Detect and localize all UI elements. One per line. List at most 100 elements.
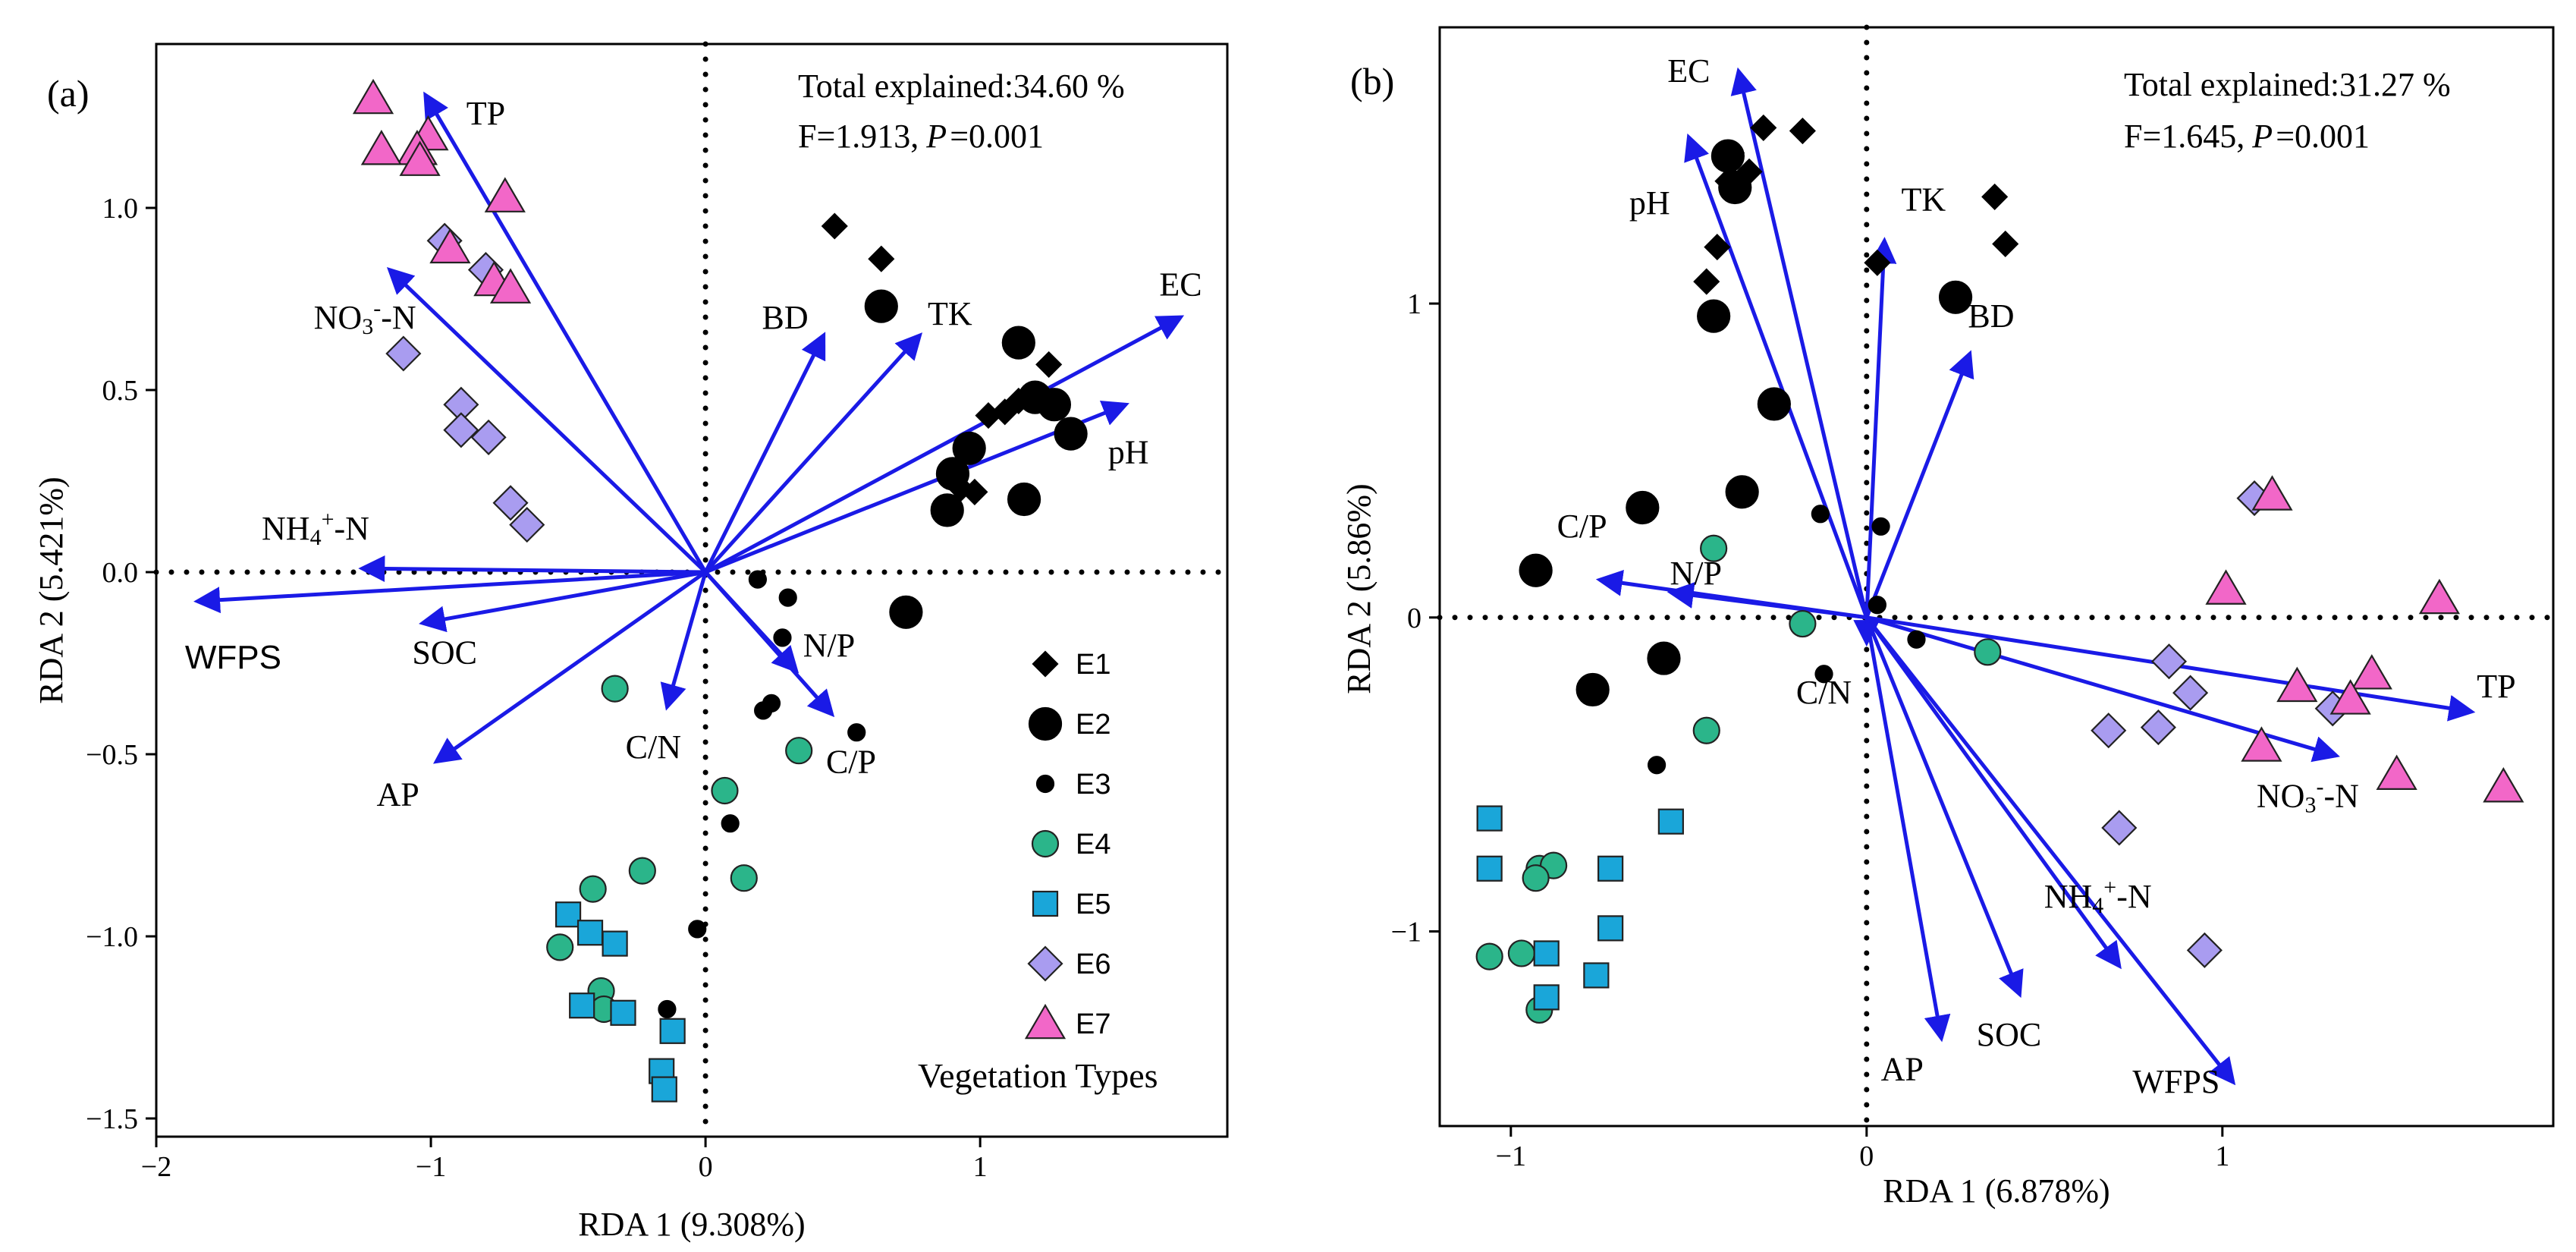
arrow-label-cp: C/P	[826, 743, 876, 780]
point-e5	[659, 1018, 686, 1044]
arrow-non	[386, 266, 707, 574]
x-tick-label: −2	[141, 1151, 171, 1183]
point-e4	[1789, 609, 1817, 638]
point-e2	[930, 493, 964, 527]
arrow-ec	[704, 315, 1185, 574]
point-e6	[2091, 713, 2127, 749]
arrow-soc	[419, 570, 706, 633]
arrow-label-cp: C/P	[1557, 508, 1607, 545]
point-e2	[952, 431, 986, 465]
y-tick-label: 1.0	[102, 193, 139, 225]
legend-label-e7: E7	[1076, 1008, 1111, 1040]
arrows-layer	[193, 91, 1185, 764]
arrow-ap	[432, 570, 707, 764]
stats-total-explained: Total explained:31.27 %	[2124, 66, 2451, 103]
arrow-label-nhn: NH4+-N	[262, 507, 369, 550]
point-e1	[1992, 230, 2019, 258]
arrow-label-ap: AP	[376, 776, 419, 813]
arrow-label-cn: C/N	[1796, 674, 1852, 711]
point-e4	[546, 933, 574, 961]
point-e2	[864, 289, 898, 323]
point-e1	[868, 245, 895, 272]
arrow-tk	[704, 332, 923, 574]
point-e7	[2251, 475, 2293, 511]
stats-f-p: F=1.913, P=0.001	[798, 118, 1044, 155]
point-e3	[778, 588, 797, 607]
point-e5	[602, 930, 628, 957]
legend-label-e6: E6	[1076, 948, 1111, 980]
point-e3	[658, 999, 677, 1019]
point-e4	[1507, 939, 1535, 967]
point-e2	[1938, 280, 1973, 314]
point-e3	[773, 628, 792, 647]
legend-title: Vegetation Types	[918, 1056, 1158, 1095]
point-e6	[2172, 675, 2209, 711]
stats-p: P	[2251, 118, 2273, 155]
point-e4	[601, 675, 629, 703]
point-e2	[1001, 326, 1035, 360]
legend: E1 E2 E3 E4 E5 E6 E7 Vegetation Types	[918, 649, 1158, 1095]
arrow-tp	[423, 91, 708, 574]
legend-label-e3: E3	[1076, 769, 1111, 801]
point-e7	[2205, 569, 2247, 605]
plot-frame	[1438, 26, 2555, 1128]
point-e4	[579, 875, 607, 903]
legend-marker-e1	[1032, 650, 1059, 678]
point-e2	[1037, 388, 1072, 422]
point-e3	[847, 723, 866, 742]
point-e4	[1522, 864, 1550, 892]
point-e2	[1718, 170, 1752, 205]
point-e7	[489, 268, 532, 304]
point-e3	[1647, 756, 1667, 775]
axes-layer: −2 −1 0 1 −1.5 −1.0 −0.5 0.0 0.5 1.0	[86, 193, 988, 1183]
point-e4	[1475, 942, 1503, 970]
arrow-label-tk: TK	[1902, 181, 1946, 219]
points-layer	[1475, 114, 2524, 1024]
legend-label-e1: E1	[1076, 649, 1111, 681]
point-e7	[2351, 654, 2392, 690]
point-e4	[711, 776, 739, 805]
point-e3	[688, 920, 707, 939]
point-e5	[1583, 962, 1610, 989]
stats-p-value: =0.001	[950, 118, 1044, 155]
point-e2	[935, 457, 970, 491]
x-tick-label: 1	[2215, 1140, 2229, 1172]
y-tick-label: −1	[1391, 916, 1422, 948]
point-e2	[1697, 299, 1731, 333]
arrow-nhn	[1864, 616, 2122, 970]
point-e1	[1035, 351, 1063, 378]
point-e6	[385, 335, 422, 372]
x-tick-label: 0	[699, 1151, 713, 1183]
point-e7	[352, 78, 394, 115]
point-e3	[1871, 517, 1890, 536]
point-e5	[610, 999, 636, 1026]
point-e4	[1974, 638, 2002, 666]
point-e3	[1814, 665, 1833, 684]
point-e2	[1757, 387, 1791, 421]
panel-b: (b) −1 0 1 −1 0 1 EC pH TK BD C/P N/P C/N TP NO3--N NH…	[1340, 24, 2556, 1210]
arrow-label-wfps: WFPS	[2132, 1063, 2219, 1100]
y-axis-title: RDA 2 (5.421%)	[33, 477, 70, 703]
point-e3	[1907, 630, 1926, 649]
stats-f-p: F=1.645, P=0.001	[2124, 118, 2370, 155]
arrow-label-np: N/P	[1670, 555, 1721, 592]
legend-marker-e3	[1035, 774, 1055, 794]
point-e5	[576, 920, 604, 946]
point-e7	[2241, 726, 2282, 762]
arrow-bd	[703, 332, 826, 574]
x-tick-label: 0	[1859, 1140, 1874, 1172]
arrow-wfps	[1864, 616, 2236, 1086]
point-e5	[1657, 808, 1684, 835]
point-e7	[399, 140, 441, 176]
y-tick-label: −1.0	[86, 921, 138, 953]
arrow-soc	[1864, 616, 2024, 999]
point-e2	[1575, 672, 1610, 707]
arrow-label-wfps: WFPS	[185, 639, 281, 676]
point-e4	[1692, 716, 1720, 744]
point-e5	[1597, 915, 1624, 942]
point-e6	[509, 507, 545, 543]
panel-label: (b)	[1350, 60, 1394, 102]
point-e1	[1704, 234, 1731, 261]
point-e5	[1476, 805, 1503, 832]
arrow-label-ec: EC	[1667, 52, 1710, 90]
